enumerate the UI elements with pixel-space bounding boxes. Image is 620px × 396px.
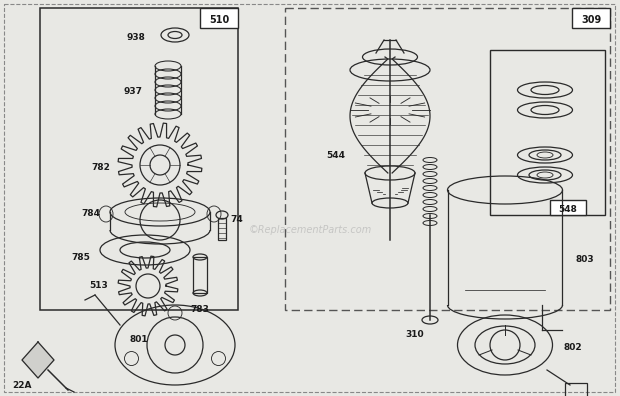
Text: 783: 783 [190, 305, 210, 314]
Bar [193, 257, 207, 293]
Text: 74: 74 [230, 215, 243, 225]
Bar [200, 8, 238, 28]
Text: 310: 310 [405, 330, 424, 339]
Text: 785: 785 [71, 253, 90, 263]
Text: 22A: 22A [12, 381, 32, 390]
Bar [572, 8, 610, 28]
Polygon shape [22, 342, 54, 378]
Bar [550, 200, 586, 215]
Text: 938: 938 [126, 32, 145, 42]
Text: ©ReplacementParts.com: ©ReplacementParts.com [249, 225, 371, 235]
Bar [40, 8, 238, 310]
Text: 510: 510 [209, 15, 229, 25]
Text: 309: 309 [581, 15, 601, 25]
Bar [565, 383, 587, 396]
Text: 784: 784 [81, 209, 100, 219]
Bar [490, 50, 605, 215]
Text: 937: 937 [123, 88, 142, 97]
Text: 548: 548 [559, 204, 577, 213]
Text: 544: 544 [326, 150, 345, 160]
Text: 802: 802 [563, 343, 582, 352]
Text: 513: 513 [89, 282, 108, 291]
Bar [218, 218, 226, 240]
Bar [285, 8, 610, 310]
Text: 782: 782 [91, 162, 110, 171]
Text: 801: 801 [130, 335, 148, 345]
Text: 803: 803 [575, 255, 593, 265]
